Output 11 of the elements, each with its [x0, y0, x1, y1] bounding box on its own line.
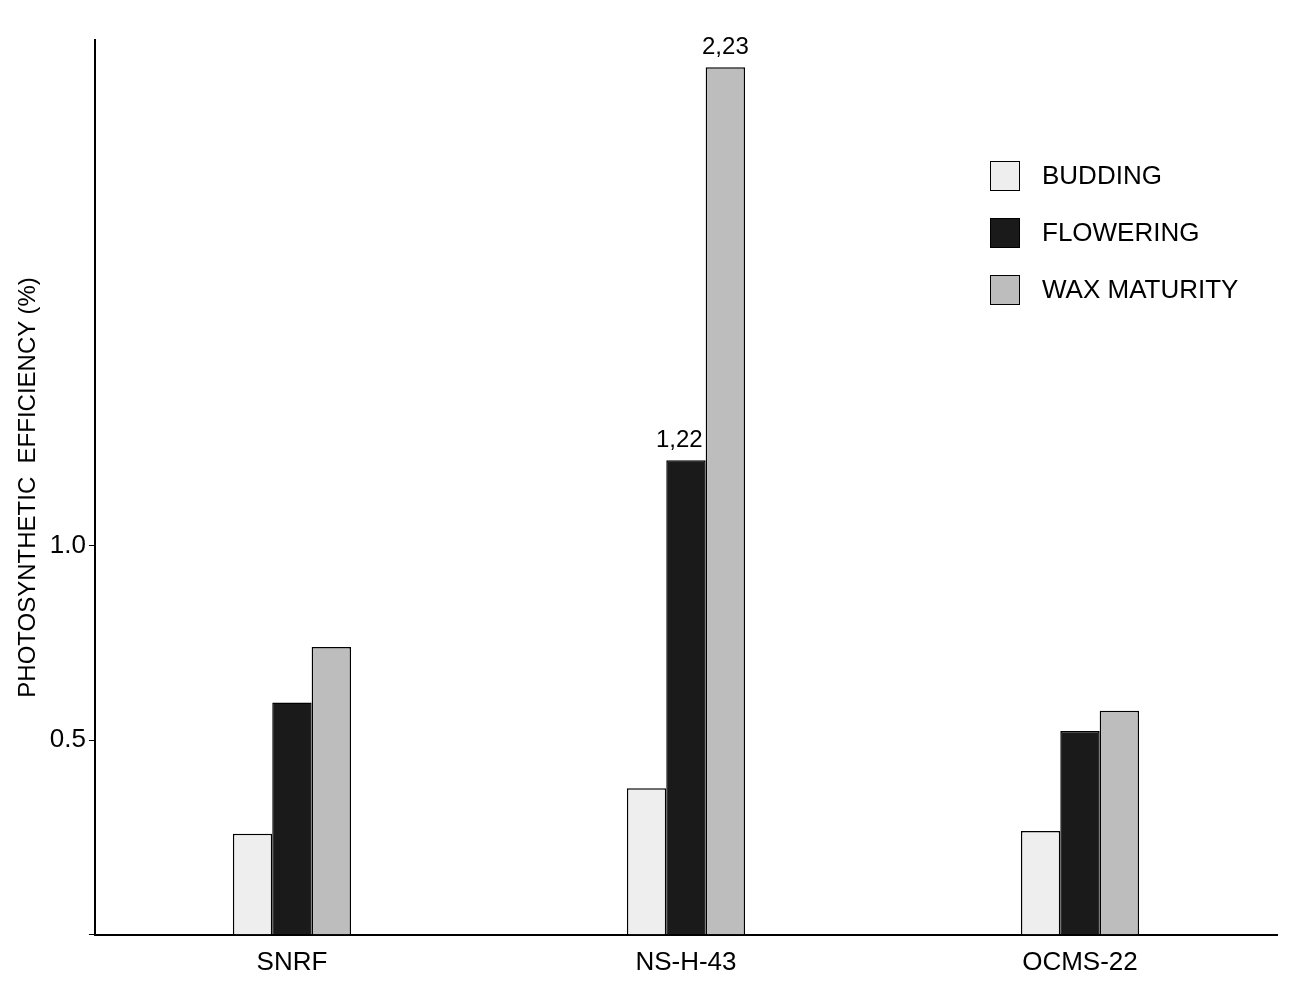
data-label: 2,23 — [702, 31, 749, 59]
data-label: 1,22 — [655, 424, 703, 452]
legend-label: WAX MATURITY — [1042, 274, 1239, 305]
legend-label: FLOWERING — [1042, 217, 1200, 248]
x-tick-label: NS-H-43 — [635, 945, 737, 976]
y-tick-label: 0.5 — [49, 723, 86, 754]
x-tick-label: SNRF — [256, 945, 328, 976]
y-tick-label: 1.0 — [49, 528, 86, 559]
y-axis-title: PHOTOSYNTHETIC EFFICIENCY (%) — [13, 277, 41, 698]
legend-label: BUDDING — [1042, 160, 1162, 191]
x-tick-label: OCMS-22 — [1022, 945, 1138, 976]
